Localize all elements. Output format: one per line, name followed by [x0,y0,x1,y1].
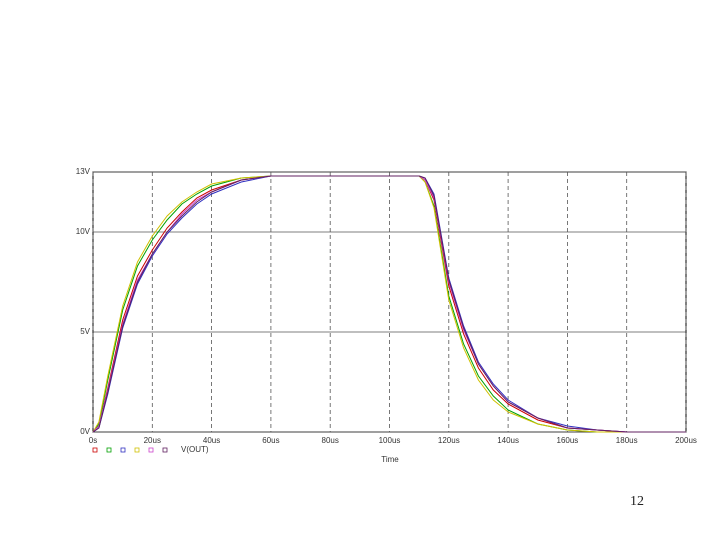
y-tick-label: 0V [80,427,90,436]
x-tick-label: 200us [675,436,697,445]
x-tick-label: 0s [89,436,97,445]
legend-marker [120,447,126,453]
x-tick-label: 100us [379,436,401,445]
legend-marker [134,447,140,453]
x-tick-label: 80us [322,436,339,445]
x-tick-label: 60us [262,436,279,445]
legend-marker [106,447,112,453]
x-tick-label: 20us [144,436,161,445]
legend-marker [162,447,168,453]
legend-label: V(OUT) [181,445,209,454]
x-axis-title: Time [381,455,399,464]
legend-marker [92,447,98,453]
y-tick-label: 10V [76,227,91,236]
page-number: 12 [630,494,644,509]
x-tick-label: 120us [438,436,460,445]
series-line [92,175,686,433]
x-tick-label: 180us [616,436,638,445]
x-tick-label: 140us [497,436,519,445]
y-tick-label: 5V [80,327,90,336]
legend-marker [148,447,154,453]
x-tick-label: 160us [557,436,579,445]
x-tick-label: 40us [203,436,220,445]
y-tick-label: 13V [76,167,91,176]
